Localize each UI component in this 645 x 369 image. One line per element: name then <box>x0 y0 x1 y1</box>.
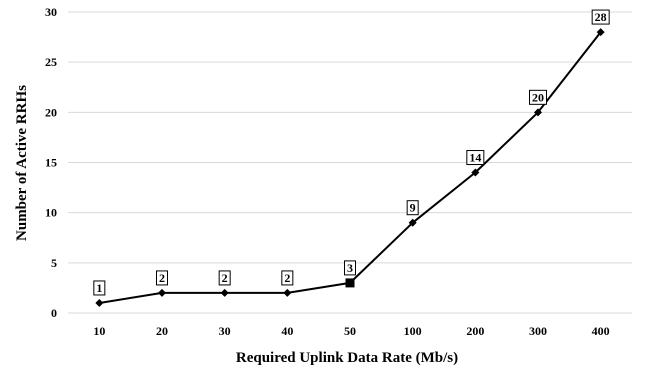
y-tick-label: 25 <box>45 55 57 69</box>
x-tick-label: 40 <box>281 324 293 338</box>
y-tick-label: 10 <box>45 206 57 220</box>
x-tick-label: 300 <box>529 324 547 338</box>
data-label-box <box>218 270 231 286</box>
data-point <box>95 298 104 307</box>
y-tick-label: 20 <box>45 105 57 119</box>
data-label: 3 <box>347 261 353 275</box>
markers <box>95 28 605 307</box>
data-point <box>220 288 229 297</box>
data-label-box <box>406 200 419 216</box>
data-point <box>283 288 292 297</box>
y-axis-title: Number of Active RRHs <box>14 85 30 241</box>
y-tick-label: 5 <box>51 256 57 270</box>
x-tick-label: 30 <box>219 324 231 338</box>
data-label: 28 <box>595 10 607 24</box>
y-tick-label: 15 <box>45 156 57 170</box>
x-tick-label: 200 <box>466 324 484 338</box>
x-tick-label: 100 <box>404 324 422 338</box>
x-axis-title: Required Uplink Data Rate (Mb/s) <box>236 350 458 366</box>
data-label-box <box>281 270 294 286</box>
data-label: 2 <box>159 271 165 285</box>
data-label-box <box>156 270 168 286</box>
y-tick-label: 0 <box>51 306 57 320</box>
data-point <box>534 108 542 117</box>
x-tick-label: 10 <box>93 324 105 338</box>
data-label-box <box>93 280 106 296</box>
data-point <box>471 168 480 177</box>
data-label: 2 <box>222 271 228 285</box>
data-label: 14 <box>469 151 481 165</box>
data-point <box>596 28 605 37</box>
data-label: 1 <box>96 281 102 295</box>
data-label-box <box>344 260 356 276</box>
x-tick-label: 20 <box>156 324 168 338</box>
data-labels: 1 2 2 2 3 9 14 20 28 <box>93 9 610 296</box>
x-tick-label: 50 <box>344 324 356 338</box>
data-label-box <box>466 150 485 166</box>
data-label: 9 <box>410 201 416 215</box>
data-label: 20 <box>532 90 544 104</box>
gridlines <box>68 11 632 314</box>
data-label-box <box>529 89 547 105</box>
y-tick-label: 30 <box>45 5 57 19</box>
data-label-box <box>591 9 610 25</box>
data-point-square <box>345 278 355 288</box>
data-point <box>158 288 166 297</box>
data-point <box>408 218 417 227</box>
x-axis-ticks: 10 20 30 40 50 100 200 300 400 <box>93 324 609 338</box>
data-label: 2 <box>284 271 290 285</box>
y-axis-ticks: 0 5 10 15 20 25 30 <box>45 5 57 320</box>
x-tick-label: 400 <box>592 324 610 338</box>
